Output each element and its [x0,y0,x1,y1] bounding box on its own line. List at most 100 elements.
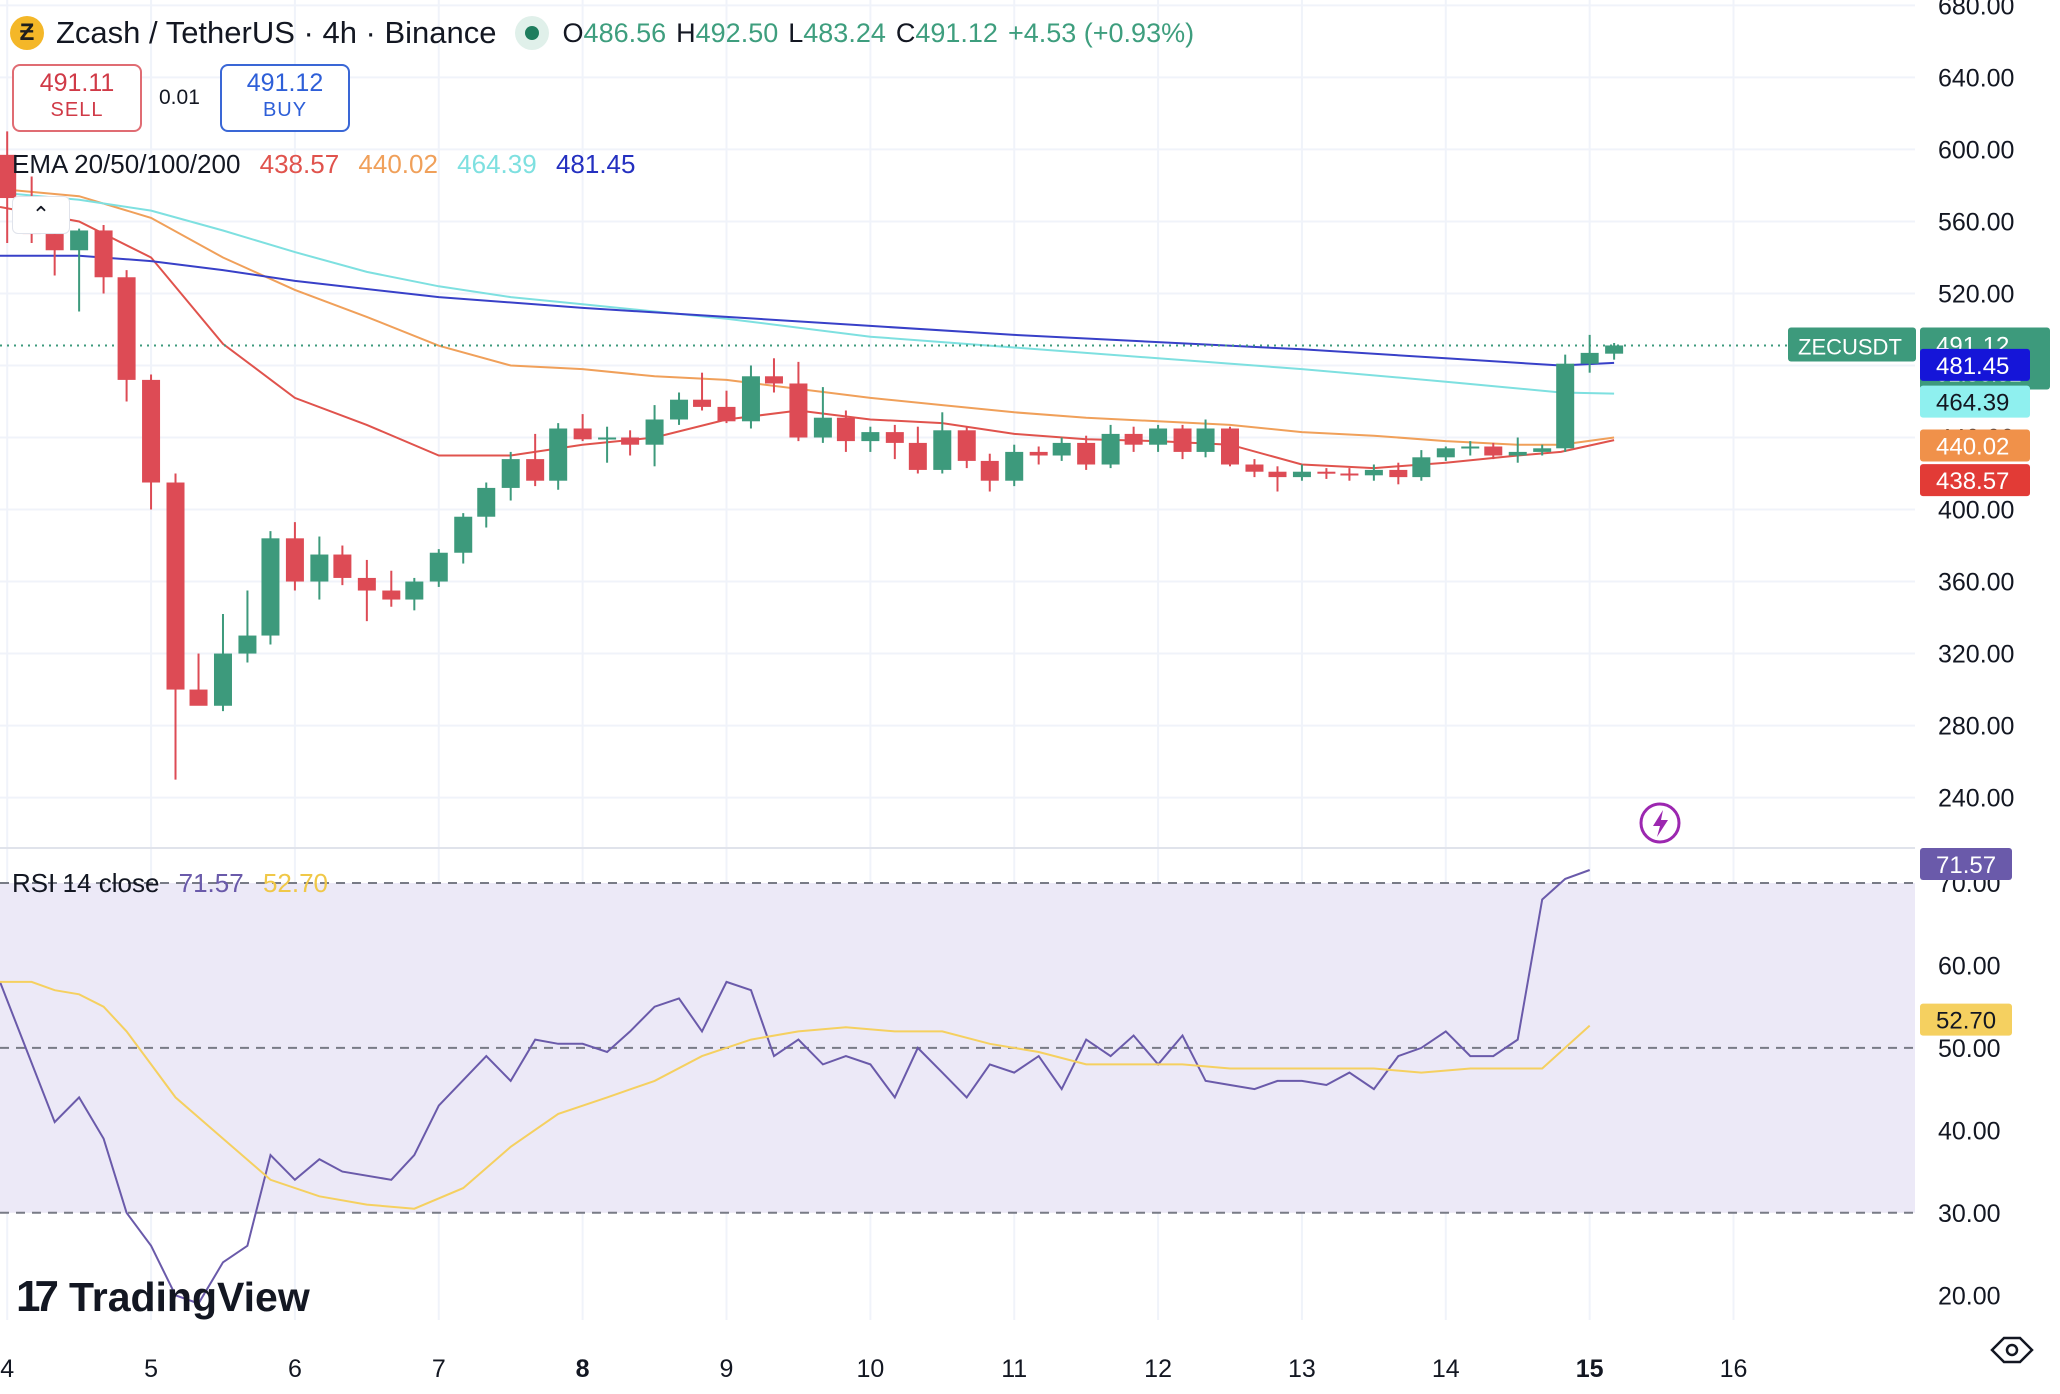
candle[interactable] [1005,444,1024,487]
candle[interactable] [1389,462,1408,485]
candle-body [142,379,161,483]
ema-line-ema200 [0,254,1615,367]
candle[interactable] [70,228,89,312]
candle[interactable] [166,473,185,780]
candle[interactable] [717,390,736,424]
candle[interactable] [142,374,161,510]
axes: 240.00280.00320.00360.00400.00440.00480.… [0,0,2014,1383]
candle[interactable] [1580,334,1599,373]
symbol-title[interactable]: Zcash / TetherUS · 4h · Binance [56,15,497,50]
rsi-tick-label: 60.00 [1938,952,2001,980]
candle[interactable] [1052,437,1071,461]
candle-body [1173,428,1192,452]
candle[interactable] [1077,435,1096,470]
candle[interactable] [1412,450,1431,481]
candle[interactable] [908,426,927,474]
candle[interactable] [477,482,496,528]
candle[interactable] [357,559,376,622]
candle[interactable] [933,412,952,474]
candle[interactable] [117,270,136,402]
candle[interactable] [980,453,999,492]
candle[interactable] [1268,466,1287,492]
candle[interactable] [382,570,401,607]
candle[interactable] [261,531,280,645]
candle[interactable] [1149,424,1168,452]
candle[interactable] [861,426,880,452]
chevron-up-icon[interactable]: ⌃ [12,196,70,234]
ema200-axis-label: 481.45 [1920,348,2030,381]
buy-button[interactable]: 491.12 BUY [220,64,350,132]
candle[interactable] [1196,419,1215,458]
candle[interactable] [0,131,17,244]
candle[interactable] [549,423,568,490]
candle[interactable] [1101,424,1120,469]
candle[interactable] [238,590,257,663]
candle[interactable] [670,392,689,425]
candle-body [836,417,855,442]
candle[interactable] [189,653,208,706]
ema50-value: 440.02 [358,149,438,179]
market-status-icon[interactable] [514,16,549,50]
candle[interactable] [310,536,329,600]
candle[interactable] [1533,444,1552,456]
lightning-icon[interactable] [1639,802,1681,844]
candle[interactable] [454,513,473,564]
candle[interactable] [1245,459,1264,478]
candle[interactable] [1508,437,1527,463]
candle[interactable] [1173,424,1192,460]
candle[interactable] [1484,442,1503,460]
candle-body [693,399,712,407]
tradingview-logo[interactable]: 17 TradingView [16,1272,310,1322]
candle[interactable] [836,410,855,452]
candle[interactable] [1436,446,1455,461]
ohlc-change: +4.53 (+0.93%) [1007,17,1195,48]
candle[interactable] [526,433,545,487]
buy-label: BUY [262,99,308,121]
candle[interactable] [741,365,760,429]
rsi-legend[interactable]: RSI 14 close 71.57 52.70 [12,868,328,899]
candle[interactable] [94,225,113,294]
candle[interactable] [789,361,808,442]
ema-line-ema20 [0,206,1615,470]
ema-line-ema50 [0,188,1615,446]
rsi-ma-line [0,980,1591,1210]
ema-legend[interactable]: EMA 20/50/100/200 438.57 440.02 464.39 4… [12,149,635,180]
candle[interactable] [405,577,424,611]
candle[interactable] [1340,468,1359,481]
candle[interactable] [333,545,352,586]
candle[interactable] [429,549,448,587]
price-tick-label: 400.00 [1938,497,2014,525]
candle[interactable] [1364,464,1383,481]
candle[interactable] [1317,468,1336,479]
candle[interactable] [285,522,304,591]
candle[interactable] [1605,342,1624,360]
candle[interactable] [213,613,232,712]
candle[interactable] [598,426,617,463]
candle-body [1221,428,1240,465]
candle[interactable] [1221,426,1240,467]
candle[interactable] [813,387,832,443]
candle[interactable] [1292,464,1311,481]
candle-body [70,230,89,251]
sell-button[interactable]: 491.11 SELL [12,64,142,132]
candle[interactable] [764,358,783,393]
candle[interactable] [1556,354,1575,452]
candle[interactable] [621,430,640,456]
candle[interactable] [573,414,592,442]
rsi-axis-label: 71.57 [1920,848,2012,881]
candles[interactable] [0,131,1624,780]
candle[interactable] [693,372,712,411]
rsi-legend-label: RSI 14 close [12,868,160,898]
candle-body [477,487,496,517]
candle[interactable] [1029,446,1048,465]
candle[interactable] [645,405,664,467]
candle[interactable] [1124,426,1143,452]
gear-icon[interactable] [1990,1336,2034,1364]
candle[interactable] [885,424,904,460]
candle[interactable] [501,451,520,501]
candle[interactable] [957,426,976,469]
candle-body [549,428,568,481]
candle[interactable] [1461,441,1480,456]
ema100-axis-label-bg [1920,385,2030,418]
